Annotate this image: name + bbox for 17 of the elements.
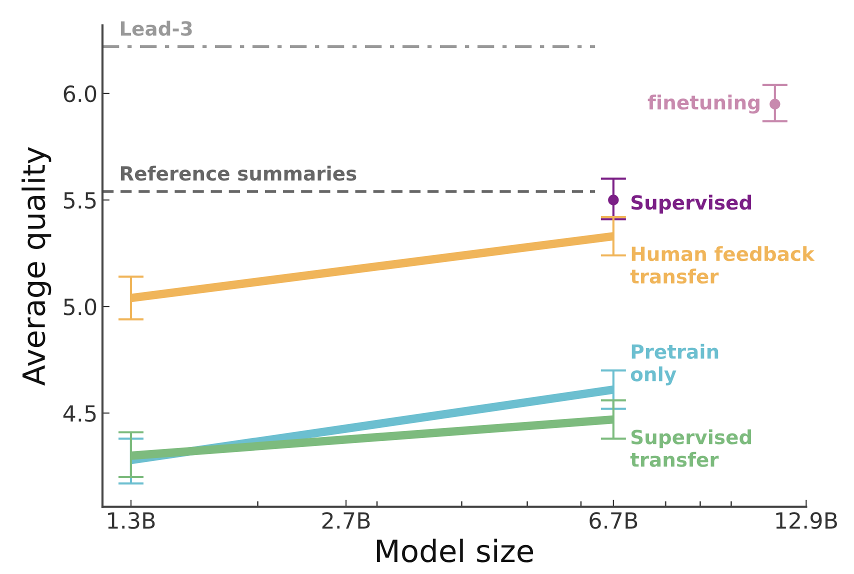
y-tick-label: 5.5 (64, 192, 96, 209)
x-tick-label: 6.7B (590, 512, 638, 529)
y-tick-label: 5.0 (64, 298, 96, 316)
series-label: Pretrain only (630, 344, 718, 386)
x-tick-label: 12.9B (776, 512, 837, 529)
ref-line-label: Reference summaries (120, 166, 356, 181)
series-label: Supervised transfer (630, 429, 752, 467)
series-label: Supervised (631, 194, 752, 214)
series-label: Human feedback transfer (630, 246, 815, 284)
x-axis-title: Model size (376, 538, 534, 562)
y-axis-title: Average quality (22, 147, 52, 386)
x-tick-label: 1.3B (108, 512, 155, 529)
series-label: finetuning (648, 94, 760, 114)
y-tick-label: 4.5 (63, 405, 96, 422)
x-tick-label: 2.7B (322, 512, 370, 529)
ref-line-label: Lead-3 (120, 20, 192, 36)
y-tick-label: 6.0 (64, 85, 96, 102)
